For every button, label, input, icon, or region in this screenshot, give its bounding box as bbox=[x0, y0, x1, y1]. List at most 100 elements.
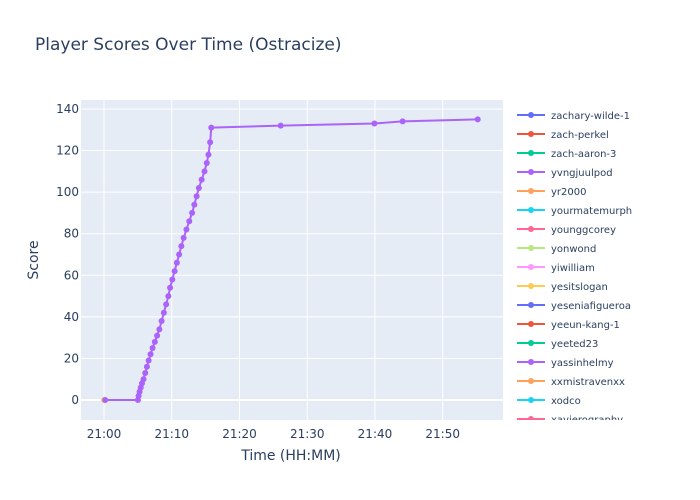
legend-item[interactable]: yiwilliam bbox=[517, 263, 595, 274]
legend-marker-icon bbox=[528, 245, 534, 251]
legend-item[interactable]: yeeted23 bbox=[517, 339, 598, 350]
legend-label: xavierography bbox=[551, 415, 623, 426]
data-point[interactable] bbox=[193, 193, 200, 200]
legend-label: yeeun-kang-1 bbox=[551, 320, 620, 331]
x-tick-label: 21:30 bbox=[290, 427, 325, 441]
data-point[interactable] bbox=[474, 116, 481, 123]
data-point[interactable] bbox=[160, 309, 167, 316]
chart-title: Player Scores Over Time (Ostracize) bbox=[35, 35, 342, 55]
legend-item[interactable]: xodco bbox=[517, 396, 581, 407]
y-tick-label: 120 bbox=[56, 144, 79, 158]
legend-label: yeseniafigueroa bbox=[551, 301, 631, 312]
y-tick-label: 100 bbox=[56, 185, 79, 199]
data-point[interactable] bbox=[183, 226, 190, 233]
plot-area[interactable] bbox=[81, 100, 503, 420]
data-point[interactable] bbox=[140, 376, 147, 383]
legend-marker-icon bbox=[528, 416, 534, 420]
legend-label: yiwilliam bbox=[551, 263, 595, 274]
data-point[interactable] bbox=[180, 234, 187, 241]
data-point[interactable] bbox=[169, 276, 176, 283]
legend-item[interactable]: yourmatemurph bbox=[517, 206, 632, 217]
legend-label: xodco bbox=[551, 396, 581, 407]
data-point[interactable] bbox=[176, 251, 183, 258]
series-yvngjuulpod[interactable] bbox=[102, 116, 481, 404]
data-point[interactable] bbox=[277, 122, 284, 129]
data-point[interactable] bbox=[142, 370, 149, 377]
legend-marker-icon bbox=[528, 169, 534, 175]
data-point[interactable] bbox=[102, 397, 109, 404]
legend-marker-icon bbox=[528, 150, 534, 156]
legend-label: yesitslogan bbox=[551, 282, 608, 293]
legend-marker-icon bbox=[528, 397, 534, 403]
legend-marker-icon bbox=[528, 226, 534, 232]
legend-label: zach-aaron-3 bbox=[551, 149, 616, 160]
data-point[interactable] bbox=[145, 357, 152, 364]
data-point[interactable] bbox=[198, 176, 205, 183]
legend-marker-icon bbox=[528, 378, 534, 384]
y-tick-label: 80 bbox=[64, 227, 79, 241]
legend-marker-icon bbox=[528, 207, 534, 213]
legend-marker-icon bbox=[528, 302, 534, 308]
legend-marker-icon bbox=[528, 112, 534, 118]
legend-marker-icon bbox=[528, 131, 534, 137]
legend[interactable]: zachary-wilde-1 zach-perkel zach-aaron-3 yv… bbox=[517, 111, 632, 426]
data-point[interactable] bbox=[143, 363, 150, 370]
y-tick-label: 0 bbox=[71, 393, 79, 407]
data-point[interactable] bbox=[165, 293, 172, 300]
legend-item[interactable]: yesitslogan bbox=[517, 282, 608, 293]
legend-label: zach-perkel bbox=[551, 130, 609, 141]
legend-label: younggcorey bbox=[551, 225, 616, 236]
legend-label: xxmistravenxx bbox=[551, 377, 625, 388]
x-tick-label: 21:10 bbox=[154, 427, 189, 441]
legend-marker-icon bbox=[528, 188, 534, 194]
legend-marker-icon bbox=[528, 340, 534, 346]
legend-label: yourmatemurph bbox=[551, 206, 632, 217]
y-tick-label: 20 bbox=[64, 351, 79, 365]
legend-item[interactable]: zachary-wilde-1 bbox=[517, 111, 630, 122]
data-point[interactable] bbox=[151, 338, 158, 345]
legend-item[interactable]: yonwond bbox=[517, 244, 596, 255]
data-point[interactable] bbox=[171, 268, 178, 275]
x-tick-label: 21:40 bbox=[358, 427, 393, 441]
x-tick-label: 21:20 bbox=[222, 427, 257, 441]
legend-item[interactable]: yeeun-kang-1 bbox=[517, 320, 620, 331]
data-point[interactable] bbox=[173, 259, 180, 266]
data-point[interactable] bbox=[207, 139, 214, 146]
data-point[interactable] bbox=[189, 209, 196, 216]
data-point[interactable] bbox=[399, 118, 406, 125]
legend-label: zachary-wilde-1 bbox=[551, 111, 630, 122]
legend-item[interactable]: zach-perkel bbox=[517, 130, 609, 141]
legend-label: yr2000 bbox=[551, 187, 586, 198]
data-point[interactable] bbox=[203, 160, 210, 167]
legend-marker-icon bbox=[528, 321, 534, 327]
legend-item[interactable]: yr2000 bbox=[517, 187, 586, 198]
x-tick-label: 21:00 bbox=[87, 427, 122, 441]
legend-label: yeeted23 bbox=[551, 339, 598, 350]
data-point[interactable] bbox=[191, 201, 198, 208]
data-point[interactable] bbox=[156, 326, 163, 333]
legend-label: yassinhelmy bbox=[551, 358, 614, 369]
data-point[interactable] bbox=[158, 318, 165, 325]
data-point[interactable] bbox=[178, 243, 185, 250]
legend-item[interactable]: yvngjuulpod bbox=[517, 168, 613, 179]
data-point[interactable] bbox=[147, 351, 154, 358]
data-point[interactable] bbox=[186, 218, 193, 225]
data-point[interactable] bbox=[371, 120, 378, 127]
data-point[interactable] bbox=[205, 151, 212, 158]
legend-item[interactable]: xxmistravenxx bbox=[517, 377, 625, 388]
data-point[interactable] bbox=[195, 184, 202, 191]
data-point[interactable] bbox=[163, 301, 170, 308]
legend-item[interactable]: zach-aaron-3 bbox=[517, 149, 616, 160]
legend-item[interactable]: younggcorey bbox=[517, 225, 616, 236]
data-point[interactable] bbox=[149, 345, 156, 352]
data-point[interactable] bbox=[167, 284, 174, 291]
legend-item[interactable]: yeseniafigueroa bbox=[517, 301, 631, 312]
legend-item[interactable]: yassinhelmy bbox=[517, 358, 614, 369]
data-point[interactable] bbox=[208, 124, 215, 131]
legend-marker-icon bbox=[528, 359, 534, 365]
data-point[interactable] bbox=[154, 332, 161, 339]
legend-item[interactable]: xavierography bbox=[517, 415, 623, 426]
data-point[interactable] bbox=[201, 168, 208, 175]
